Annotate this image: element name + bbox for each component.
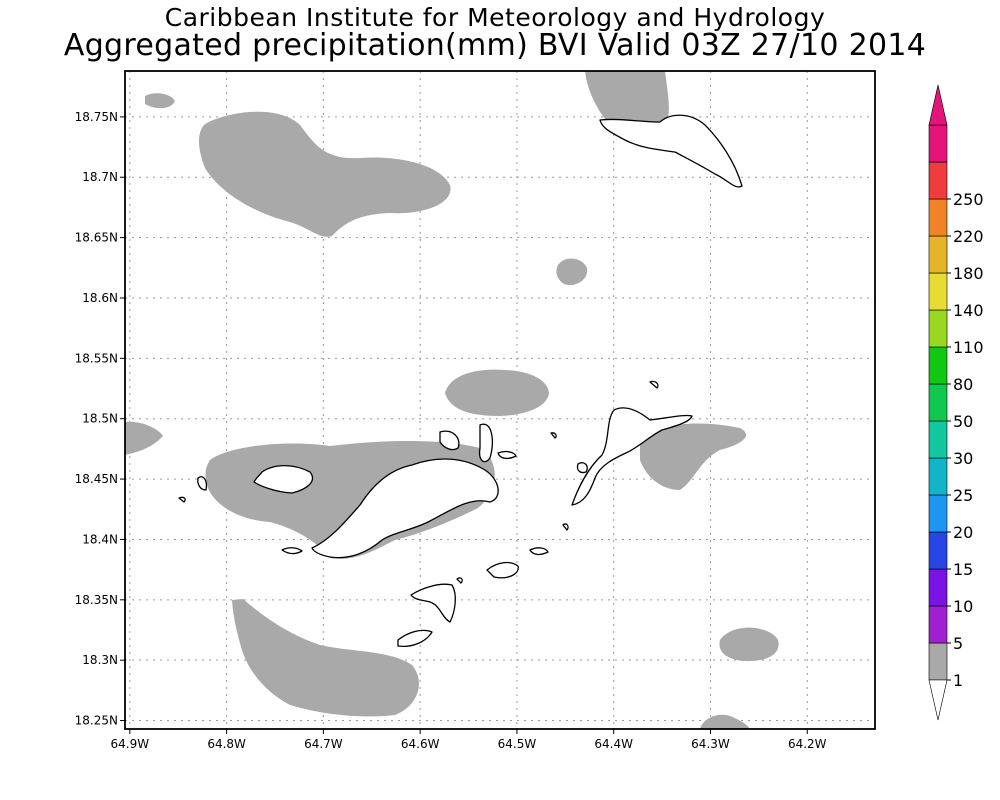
precip-area-west-edge bbox=[125, 421, 163, 455]
lon-tick-label: 64.6W bbox=[401, 737, 440, 751]
precip-area-tiny-nw bbox=[145, 93, 175, 109]
island-jost-van-dyke bbox=[253, 464, 314, 494]
legend-swatch-11 bbox=[928, 235, 948, 274]
legend-label: 140 bbox=[953, 301, 984, 320]
legend-swatch-8 bbox=[928, 346, 948, 385]
legend-label: 80 bbox=[953, 375, 973, 394]
island-west-tip bbox=[281, 547, 303, 555]
island-norman-south bbox=[397, 629, 433, 648]
legend-label: 50 bbox=[953, 412, 973, 431]
precip-areas bbox=[125, 71, 779, 729]
lat-tick-label: 18.4N bbox=[82, 532, 118, 546]
legend-swatch-14 bbox=[928, 124, 948, 163]
legend-swatch-9 bbox=[928, 309, 948, 348]
legend-label: 25 bbox=[953, 486, 973, 505]
lat-tick-label: 18.35N bbox=[75, 593, 118, 607]
title-line-1: Caribbean Institute for Meteorology and … bbox=[164, 3, 826, 32]
island-great-camanoe bbox=[478, 423, 493, 463]
legend-swatch-4 bbox=[928, 494, 948, 533]
lat-tick-label: 18.6N bbox=[82, 291, 118, 305]
lat-tick-label: 18.55N bbox=[75, 351, 118, 365]
map-axes: 64.9W 64.8W 64.7W 64.6W 64.5W 64.4W 64.3W 64.2W… bbox=[75, 110, 827, 751]
island-beef-marina bbox=[497, 450, 517, 460]
island-norman-peter bbox=[410, 583, 456, 623]
island-necker bbox=[649, 380, 659, 389]
island-anegada bbox=[599, 114, 743, 188]
precip-area-east bbox=[640, 423, 747, 490]
legend-swatch-0 bbox=[928, 642, 948, 681]
legend-swatch-10 bbox=[928, 272, 948, 311]
precip-area-southeast bbox=[719, 627, 779, 662]
legend-label: 250 bbox=[953, 190, 984, 209]
title-line-2: Aggregated precipitation(mm) BVI Valid 0… bbox=[63, 28, 927, 63]
island-tiny-2 bbox=[562, 523, 569, 531]
lat-tick-label: 18.45N bbox=[75, 472, 118, 486]
island-guana bbox=[439, 430, 460, 451]
precip-area-small bbox=[556, 258, 588, 286]
map-frame bbox=[124, 70, 876, 730]
island-mosquito bbox=[576, 462, 588, 474]
lon-tick-label: 64.9W bbox=[111, 737, 150, 751]
legend-bottom-arrow bbox=[928, 679, 948, 721]
legend-swatch-5 bbox=[928, 457, 948, 496]
legend-label: 20 bbox=[953, 523, 973, 542]
legend-swatch-7 bbox=[928, 383, 948, 422]
legend-label: 220 bbox=[953, 227, 984, 246]
precip-area-bottom bbox=[700, 714, 750, 729]
legend-swatch-6 bbox=[928, 420, 948, 459]
land-outlines bbox=[178, 114, 743, 648]
lat-tick-label: 18.25N bbox=[75, 714, 118, 728]
lon-tick-label: 64.5W bbox=[498, 737, 537, 751]
island-tiny-1 bbox=[550, 432, 557, 439]
lat-tick-label: 18.75N bbox=[75, 110, 118, 124]
legend-label: 15 bbox=[953, 560, 973, 579]
lat-tick-label: 18.7N bbox=[82, 170, 118, 184]
island-fallen-jerusalem bbox=[529, 547, 549, 556]
island-tortola bbox=[311, 458, 499, 559]
precip-area-mid bbox=[445, 369, 549, 416]
island-far-west-2 bbox=[178, 496, 186, 503]
island-virgin-gorda bbox=[571, 407, 693, 506]
legend-swatch-3 bbox=[928, 531, 948, 570]
lon-tick-label: 64.2W bbox=[788, 737, 827, 751]
lat-tick-label: 18.5N bbox=[82, 412, 118, 426]
legend-swatch-13 bbox=[928, 161, 948, 200]
precip-area-nw bbox=[198, 111, 451, 237]
legend-label: 30 bbox=[953, 449, 973, 468]
legend-label: 110 bbox=[953, 338, 984, 357]
lon-tick-label: 64.3W bbox=[691, 737, 730, 751]
precip-area-south bbox=[232, 599, 419, 717]
island-far-west-1 bbox=[197, 476, 208, 491]
lon-tick-label: 64.7W bbox=[304, 737, 343, 751]
lat-tick-label: 18.3N bbox=[82, 653, 118, 667]
legend-label: 10 bbox=[953, 597, 973, 616]
legend-label: 180 bbox=[953, 264, 984, 283]
lon-tick-label: 64.8W bbox=[207, 737, 246, 751]
legend-top-arrow bbox=[928, 84, 948, 126]
lon-tick-label: 64.4W bbox=[594, 737, 633, 751]
legend-swatch-1 bbox=[928, 605, 948, 644]
island-tiny-3 bbox=[456, 577, 463, 584]
lat-tick-label: 18.65N bbox=[75, 231, 118, 245]
legend-label: 5 bbox=[953, 634, 963, 653]
legend-swatch-12 bbox=[928, 198, 948, 237]
legend-swatch-2 bbox=[928, 568, 948, 607]
legend-label: 1 bbox=[953, 671, 963, 690]
island-cooper-ginger bbox=[486, 561, 519, 579]
